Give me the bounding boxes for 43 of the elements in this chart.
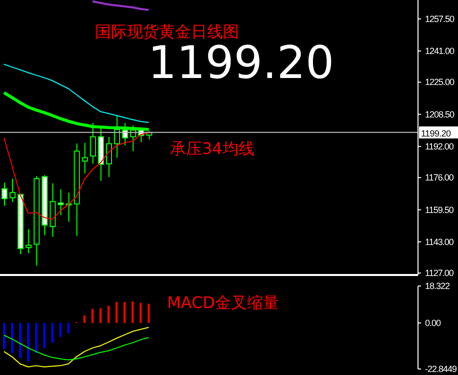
bar <box>108 306 110 323</box>
line-series <box>4 326 150 368</box>
line-series <box>4 334 150 360</box>
bar <box>116 302 118 323</box>
bar <box>124 302 126 323</box>
candlestick <box>82 142 88 174</box>
bar <box>11 322 14 353</box>
y-tick-label: 0.00 <box>425 318 442 328</box>
bar <box>3 322 5 349</box>
bar <box>43 322 46 348</box>
ref-line-label: 1199.20 <box>421 128 452 138</box>
y-tick-label: 1257.50 <box>425 14 455 24</box>
bar <box>67 322 70 334</box>
candlestick <box>26 228 32 254</box>
bar <box>59 322 62 337</box>
y-tick-label: 1225.00 <box>425 77 455 88</box>
y-tick-label: -22.8449 <box>425 364 458 374</box>
annotation: 承压34均线 <box>170 139 254 158</box>
bar <box>91 308 94 323</box>
y-tick-label: 1192.00 <box>425 141 454 152</box>
candlestick <box>58 188 64 216</box>
candlestick <box>2 182 8 206</box>
y-tick-label: 18.322 <box>425 281 450 291</box>
y-tick-label: 1143.00 <box>425 236 454 247</box>
bar <box>35 322 38 353</box>
y-tick-label: 1159.50 <box>425 204 454 215</box>
bar <box>148 304 150 323</box>
bar <box>27 322 30 362</box>
candlestick <box>10 178 16 202</box>
bar <box>99 308 102 323</box>
line-series <box>91 0 150 11</box>
line-series <box>4 64 150 124</box>
bar <box>51 322 54 343</box>
bar <box>132 301 134 323</box>
annotation: MACD金叉缩量 <box>167 293 279 312</box>
candlestick <box>106 136 112 178</box>
bar <box>83 315 86 323</box>
y-tick-label: 1241.00 <box>425 46 455 56</box>
bar <box>140 302 142 323</box>
bar <box>19 322 22 358</box>
y-tick-label: 1176.00 <box>425 172 454 183</box>
y-tick-label: 1127.00 <box>425 268 454 278</box>
y-tick-label: 1208.50 <box>425 109 455 120</box>
